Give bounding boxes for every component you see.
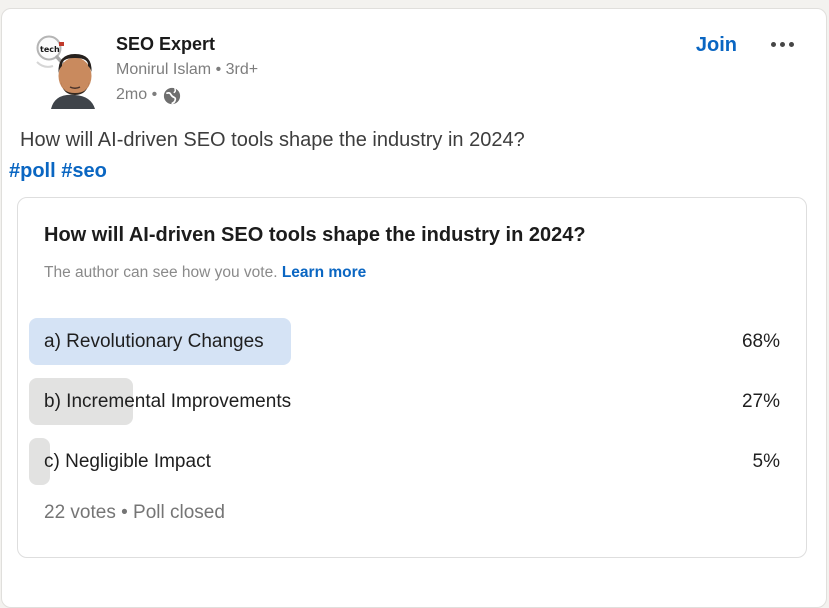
poll-option-row: c) Negligible Impact 5% (29, 438, 780, 485)
poll-card: How will AI-driven SEO tools shape the i… (17, 197, 807, 558)
post-hashtags: #poll #seo (9, 159, 810, 184)
page-name[interactable]: SEO Expert (116, 34, 216, 54)
poll-option-label: c) Negligible Impact (44, 450, 211, 472)
join-button[interactable]: Join (695, 34, 737, 56)
learn-more-link[interactable]: Learn more (281, 264, 367, 281)
poll-option-label: a) Revolutionary Changes (44, 330, 264, 352)
poll-question: How will AI-driven SEO tools shape the i… (44, 224, 586, 246)
header-actions: Join (696, 31, 800, 57)
time-label: 2mo • (116, 86, 158, 103)
poll-option-bar (29, 318, 291, 365)
time-line: 2mo • (116, 82, 258, 107)
poll-option-bar (29, 378, 133, 425)
poll-disclaimer: The author can see how you vote. Learn m… (44, 263, 780, 283)
header-info: SEO Expert Monirul Islam • 3rd+ 2mo • (116, 31, 258, 107)
poll-options: a) Revolutionary Changes 68% b) Incremen… (18, 318, 806, 485)
poll-option-percent: 68% (741, 330, 780, 352)
avatar[interactable]: tech (29, 31, 101, 109)
poll-option-percent: 27% (741, 390, 780, 412)
post-header: tech SEO Expert Monirul Islam • 3rd+ 2mo… (2, 9, 826, 109)
poll-option-percent: 5% (752, 450, 780, 472)
more-options-icon[interactable] (765, 33, 800, 48)
poll-disclaimer-text: The author can see how you vote. (44, 264, 278, 281)
avatar-image: tech (29, 31, 101, 109)
poll-option-row: a) Revolutionary Changes 68% (29, 318, 780, 365)
globe-icon (163, 87, 181, 105)
post-body-text: How will AI-driven SEO tools shape the i… (20, 129, 525, 151)
hashtag-links[interactable]: #poll #seo (9, 160, 107, 182)
poll-footer: 22 votes • Poll closed (44, 502, 225, 523)
svg-text:tech: tech (40, 45, 60, 54)
post-card: tech SEO Expert Monirul Islam • 3rd+ 2mo… (1, 8, 827, 608)
poll-option-row: b) Incremental Improvements 27% (29, 378, 780, 425)
author-line: Monirul Islam • 3rd+ (116, 61, 259, 78)
poll-option-bar (29, 438, 50, 485)
poll-option-label: b) Incremental Improvements (44, 390, 292, 412)
